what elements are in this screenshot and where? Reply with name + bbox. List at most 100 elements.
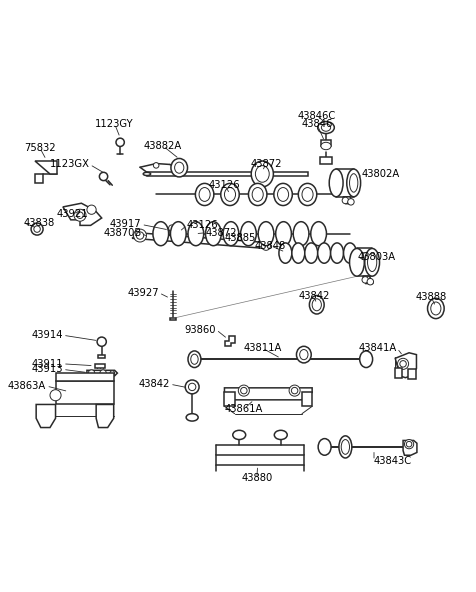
Ellipse shape — [365, 249, 379, 276]
Ellipse shape — [331, 243, 344, 263]
Text: 43917: 43917 — [110, 220, 141, 230]
Circle shape — [169, 225, 175, 231]
Ellipse shape — [153, 221, 169, 246]
Text: 43803A: 43803A — [357, 252, 396, 262]
Polygon shape — [96, 404, 114, 427]
Text: 43913: 43913 — [31, 365, 63, 374]
Circle shape — [99, 172, 108, 181]
Ellipse shape — [256, 166, 269, 182]
Text: 43802A: 43802A — [362, 169, 400, 179]
Circle shape — [291, 387, 298, 394]
Circle shape — [136, 232, 144, 239]
Bar — [56, 373, 114, 381]
Text: 43126: 43126 — [208, 180, 240, 190]
Circle shape — [188, 383, 196, 391]
Text: 43911: 43911 — [31, 359, 63, 369]
Polygon shape — [170, 318, 176, 320]
Circle shape — [100, 370, 106, 377]
Text: 43838: 43838 — [23, 218, 54, 227]
Ellipse shape — [297, 346, 311, 363]
Polygon shape — [408, 369, 416, 379]
Text: 43921: 43921 — [56, 210, 88, 219]
Text: 43914: 43914 — [31, 330, 63, 340]
Ellipse shape — [233, 430, 246, 439]
Circle shape — [400, 361, 407, 367]
Polygon shape — [87, 371, 118, 376]
Ellipse shape — [278, 188, 288, 201]
Text: 43848: 43848 — [255, 241, 286, 250]
Circle shape — [238, 385, 249, 396]
Ellipse shape — [347, 169, 361, 197]
Circle shape — [74, 209, 86, 221]
Ellipse shape — [186, 414, 198, 421]
Ellipse shape — [276, 221, 291, 246]
Ellipse shape — [367, 253, 377, 272]
Circle shape — [134, 229, 147, 242]
Ellipse shape — [317, 243, 331, 263]
Ellipse shape — [188, 351, 201, 368]
Polygon shape — [403, 440, 417, 455]
Ellipse shape — [321, 124, 331, 131]
Text: 43888: 43888 — [416, 292, 447, 303]
Circle shape — [397, 358, 408, 369]
Text: 43811A: 43811A — [243, 343, 281, 353]
Polygon shape — [395, 353, 416, 378]
Ellipse shape — [341, 439, 349, 454]
Ellipse shape — [309, 295, 324, 314]
Circle shape — [34, 226, 40, 232]
Ellipse shape — [175, 162, 184, 173]
Ellipse shape — [274, 184, 292, 205]
Text: 43870B: 43870B — [103, 228, 141, 238]
Ellipse shape — [274, 430, 287, 439]
Polygon shape — [225, 336, 235, 346]
Ellipse shape — [318, 439, 331, 455]
Ellipse shape — [293, 221, 309, 246]
Circle shape — [31, 223, 43, 235]
Text: 43927: 43927 — [127, 288, 159, 298]
Ellipse shape — [311, 221, 327, 246]
Text: 43882A: 43882A — [144, 141, 182, 151]
Ellipse shape — [321, 142, 331, 150]
Circle shape — [97, 337, 106, 346]
Ellipse shape — [170, 221, 186, 246]
Text: 43863A: 43863A — [8, 381, 46, 391]
Text: 43841A: 43841A — [359, 343, 397, 353]
Circle shape — [50, 390, 61, 401]
Ellipse shape — [171, 159, 188, 177]
Circle shape — [362, 276, 368, 283]
Text: 1123GX: 1123GX — [50, 159, 89, 169]
Text: 43846: 43846 — [301, 119, 332, 129]
Circle shape — [342, 197, 348, 204]
Circle shape — [77, 212, 83, 218]
Ellipse shape — [223, 221, 239, 246]
Ellipse shape — [344, 243, 357, 263]
Ellipse shape — [339, 436, 352, 458]
Ellipse shape — [252, 188, 263, 201]
Polygon shape — [132, 233, 271, 249]
Circle shape — [110, 371, 115, 375]
Text: 43872: 43872 — [250, 159, 282, 169]
Circle shape — [153, 163, 159, 168]
Circle shape — [367, 278, 374, 285]
Ellipse shape — [191, 354, 198, 364]
Bar — [216, 455, 304, 465]
Ellipse shape — [360, 351, 373, 368]
Text: 43872: 43872 — [206, 228, 238, 238]
Ellipse shape — [225, 188, 236, 201]
Circle shape — [261, 241, 271, 250]
Circle shape — [407, 442, 412, 447]
Ellipse shape — [221, 184, 239, 205]
Bar — [321, 140, 331, 146]
Ellipse shape — [195, 184, 214, 205]
Text: 1123GY: 1123GY — [95, 119, 134, 129]
Polygon shape — [225, 392, 235, 406]
Text: 93860: 93860 — [185, 324, 216, 334]
Text: 43843C: 43843C — [374, 456, 412, 466]
Ellipse shape — [317, 121, 334, 134]
Bar — [98, 355, 105, 358]
Ellipse shape — [300, 349, 308, 360]
Text: 43880: 43880 — [241, 474, 272, 483]
Polygon shape — [302, 392, 312, 406]
Polygon shape — [225, 388, 312, 400]
Ellipse shape — [427, 298, 444, 318]
